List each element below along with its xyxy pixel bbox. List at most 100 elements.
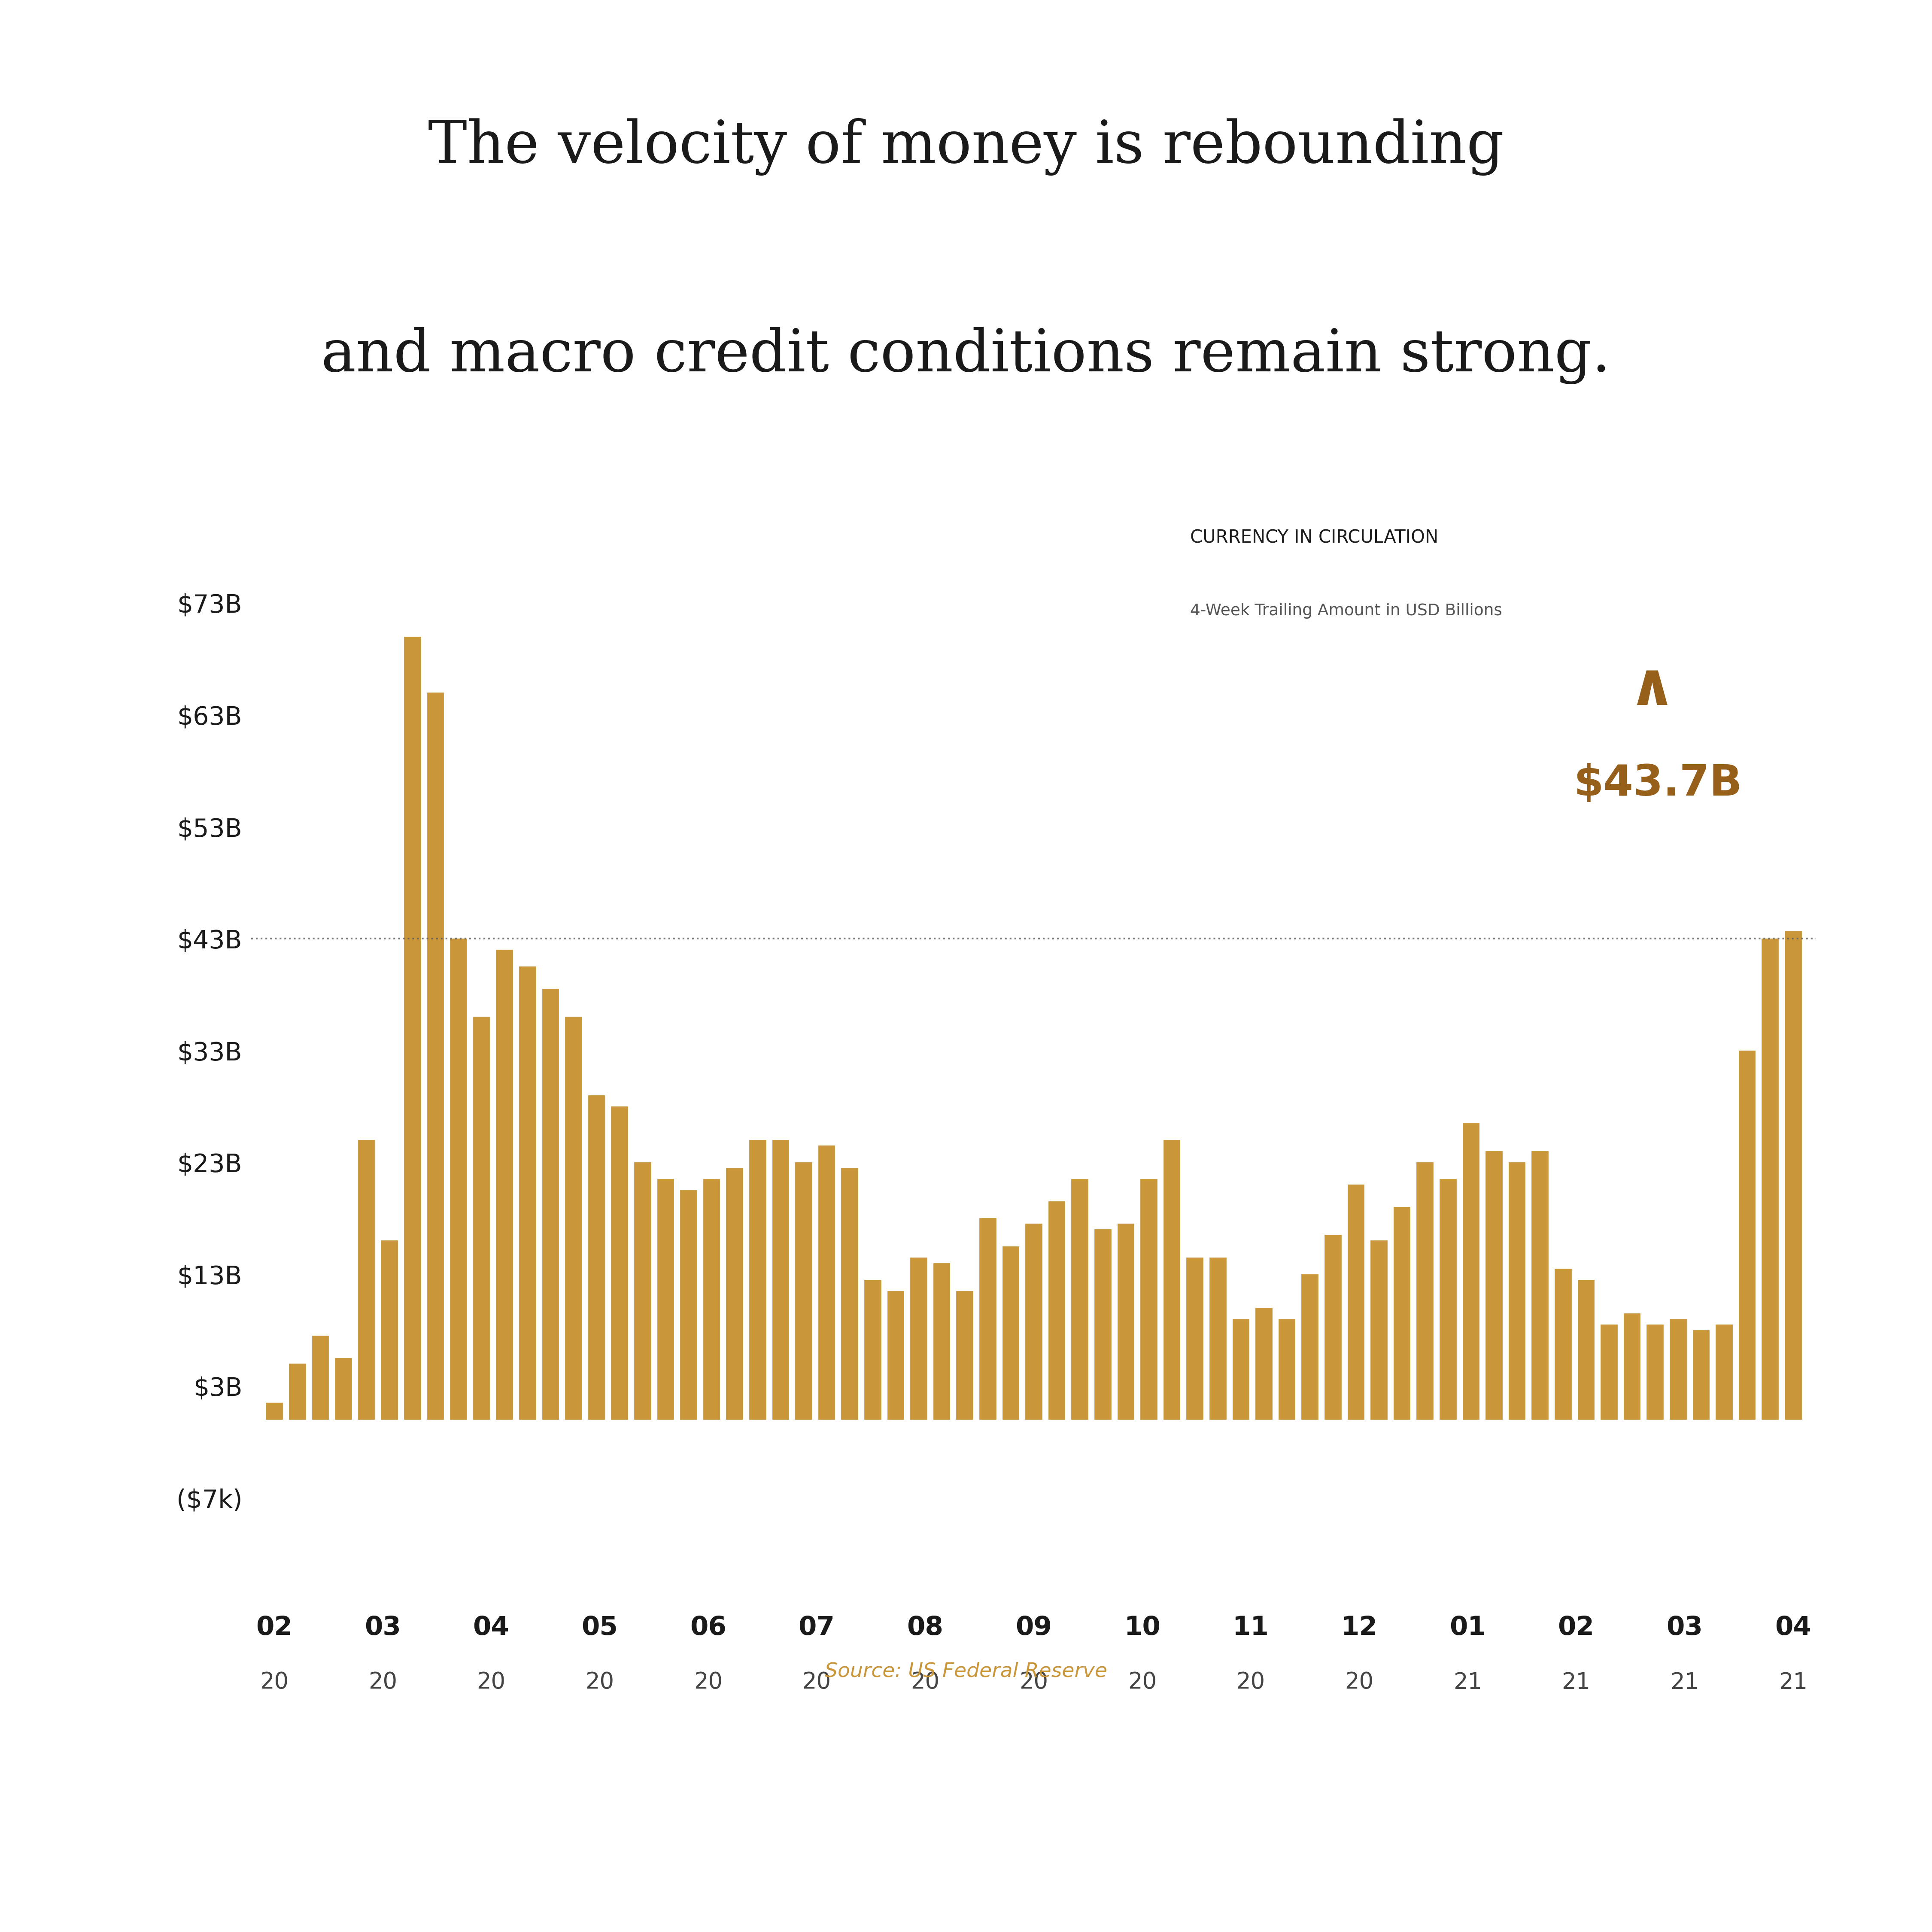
- Bar: [1532, 1151, 1548, 1420]
- Bar: [796, 1163, 811, 1420]
- Bar: [956, 1291, 974, 1420]
- Text: 06: 06: [690, 1615, 726, 1640]
- Bar: [473, 1016, 489, 1420]
- Bar: [864, 1279, 881, 1420]
- Text: 21: 21: [1669, 1671, 1698, 1694]
- Bar: [657, 1179, 674, 1420]
- Bar: [1463, 1122, 1480, 1420]
- Bar: [1347, 1184, 1364, 1420]
- Bar: [520, 966, 535, 1420]
- Text: 09: 09: [1016, 1615, 1051, 1640]
- Text: 21: 21: [1779, 1671, 1808, 1694]
- Bar: [1692, 1329, 1710, 1420]
- Text: 20: 20: [802, 1671, 831, 1694]
- Text: 20: 20: [477, 1671, 506, 1694]
- Text: 20: 20: [1345, 1671, 1374, 1694]
- Text: 02: 02: [1557, 1615, 1594, 1640]
- Bar: [357, 1140, 375, 1420]
- Text: 20: 20: [585, 1671, 614, 1694]
- Bar: [311, 1335, 328, 1420]
- Bar: [750, 1140, 765, 1420]
- Bar: [1393, 1208, 1410, 1420]
- Text: 02: 02: [255, 1615, 292, 1640]
- Bar: [267, 1403, 282, 1420]
- Bar: [497, 951, 512, 1420]
- Bar: [1163, 1140, 1180, 1420]
- Bar: [1739, 1051, 1756, 1420]
- Bar: [1209, 1258, 1227, 1420]
- Bar: [1555, 1269, 1571, 1420]
- Bar: [680, 1190, 697, 1420]
- Bar: [840, 1167, 858, 1420]
- Bar: [427, 692, 444, 1420]
- Text: 20: 20: [369, 1671, 398, 1694]
- Text: Source: US Federal Reserve: Source: US Federal Reserve: [825, 1662, 1107, 1681]
- Text: 10: 10: [1124, 1615, 1161, 1640]
- Bar: [1486, 1151, 1503, 1420]
- Text: ∧: ∧: [1627, 659, 1675, 717]
- Bar: [587, 1095, 605, 1420]
- Bar: [703, 1179, 721, 1420]
- Bar: [334, 1358, 352, 1420]
- Bar: [1233, 1320, 1248, 1420]
- Bar: [611, 1107, 628, 1420]
- Text: 20: 20: [1236, 1671, 1265, 1694]
- Text: CURRENCY IN CIRCULATION: CURRENCY IN CIRCULATION: [1190, 529, 1437, 547]
- Bar: [381, 1240, 398, 1420]
- Text: 12: 12: [1341, 1615, 1378, 1640]
- Bar: [1279, 1320, 1294, 1420]
- Bar: [1509, 1163, 1524, 1420]
- Bar: [1416, 1163, 1434, 1420]
- Bar: [1094, 1229, 1111, 1420]
- Text: 20: 20: [1020, 1671, 1047, 1694]
- Bar: [819, 1146, 835, 1420]
- Bar: [1325, 1235, 1341, 1420]
- Bar: [1117, 1223, 1134, 1420]
- Bar: [1049, 1202, 1065, 1420]
- Bar: [726, 1167, 742, 1420]
- Bar: [1256, 1308, 1271, 1420]
- Bar: [1646, 1325, 1663, 1420]
- Bar: [1785, 931, 1801, 1420]
- Bar: [773, 1140, 788, 1420]
- Text: 20: 20: [259, 1671, 288, 1694]
- Bar: [1716, 1325, 1733, 1420]
- Text: 03: 03: [1667, 1615, 1702, 1640]
- Text: 11: 11: [1233, 1615, 1269, 1640]
- Bar: [1072, 1179, 1088, 1420]
- Bar: [1623, 1314, 1640, 1420]
- Bar: [564, 1016, 582, 1420]
- Text: 01: 01: [1449, 1615, 1486, 1640]
- Text: 4-Week Trailing Amount in USD Billions: 4-Week Trailing Amount in USD Billions: [1190, 603, 1503, 618]
- Bar: [290, 1364, 305, 1420]
- Bar: [887, 1291, 904, 1420]
- Bar: [980, 1219, 995, 1420]
- Bar: [1439, 1179, 1457, 1420]
- Bar: [1669, 1320, 1687, 1420]
- Text: 04: 04: [473, 1615, 510, 1640]
- Text: $43.7B: $43.7B: [1573, 763, 1743, 806]
- Text: 21: 21: [1561, 1671, 1590, 1694]
- Bar: [1762, 939, 1777, 1420]
- Bar: [404, 636, 421, 1420]
- Text: 20: 20: [694, 1671, 723, 1694]
- Bar: [1578, 1279, 1594, 1420]
- Bar: [450, 939, 466, 1420]
- Bar: [1140, 1179, 1157, 1420]
- Bar: [910, 1258, 927, 1420]
- Bar: [1602, 1325, 1617, 1420]
- Text: 07: 07: [798, 1615, 835, 1640]
- Text: The velocity of money is rebounding: The velocity of money is rebounding: [429, 118, 1503, 176]
- Bar: [1186, 1258, 1204, 1420]
- Text: and macro credit conditions remain strong.: and macro credit conditions remain stron…: [321, 327, 1611, 384]
- Text: 05: 05: [582, 1615, 618, 1640]
- Bar: [1003, 1246, 1018, 1420]
- Bar: [933, 1264, 951, 1420]
- Bar: [1302, 1273, 1318, 1420]
- Bar: [543, 989, 558, 1420]
- Text: 04: 04: [1776, 1615, 1812, 1640]
- Text: 08: 08: [906, 1615, 943, 1640]
- Text: 20: 20: [1128, 1671, 1157, 1694]
- Bar: [634, 1163, 651, 1420]
- Bar: [1026, 1223, 1041, 1420]
